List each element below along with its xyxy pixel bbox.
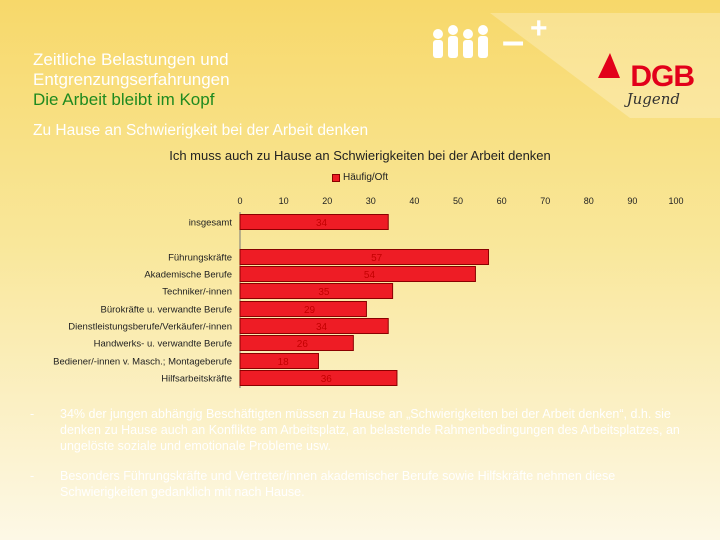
data-label: 26 bbox=[297, 339, 309, 350]
x-tick-label: 60 bbox=[497, 196, 507, 206]
data-label: 54 bbox=[364, 270, 376, 281]
people-icon bbox=[433, 25, 488, 58]
data-label: 29 bbox=[304, 305, 316, 316]
title-line-1: Zeitliche Belastungen und bbox=[33, 50, 229, 69]
bar bbox=[239, 214, 389, 230]
category-label: Bediener/-innen v. Masch.; Montageberufe bbox=[53, 357, 232, 368]
data-label: 34 bbox=[316, 218, 328, 229]
legend-label: Häufig/Oft bbox=[343, 172, 389, 183]
x-tick-label: 50 bbox=[453, 196, 463, 206]
category-label: Führungskräfte bbox=[168, 253, 232, 264]
data-label: 34 bbox=[316, 322, 328, 333]
bullet-text: Besonders Führungskräfte und Vertreter/i… bbox=[60, 469, 616, 499]
x-tick-label: 10 bbox=[279, 196, 289, 206]
logo-text: DGB bbox=[630, 60, 695, 93]
category-label: insgesamt bbox=[189, 218, 233, 229]
legend-swatch bbox=[332, 173, 340, 182]
data-label: 18 bbox=[278, 357, 290, 368]
x-tick-label: 100 bbox=[668, 196, 683, 206]
bar bbox=[239, 370, 398, 386]
category-label: Akademische Berufe bbox=[144, 270, 232, 281]
bullet-text: 34% der jungen abhängig Beschäftigten mü… bbox=[60, 407, 680, 453]
plus-icon: + bbox=[530, 12, 548, 45]
x-tick-label: 30 bbox=[366, 196, 376, 206]
category-label: Techniker/-innen bbox=[162, 287, 232, 298]
bullet-dash: - bbox=[30, 469, 35, 483]
bar-chart: 0 10 20 30 40 50 60 70 80 90 100 insgesamt 34 Führung… bbox=[53, 196, 684, 388]
category-label: Dienstleistungsberufe/Verkäufer/-innen bbox=[68, 322, 232, 333]
logo-subtext: Jugend bbox=[626, 90, 680, 108]
category-label: Hilfsarbeitskräfte bbox=[161, 374, 232, 385]
dgb-jugend-logo: – + DGB Jugend bbox=[420, 8, 720, 118]
x-tick-label: 70 bbox=[540, 196, 550, 206]
bullet-item: - 34% der jungen abhängig Beschäftigten … bbox=[30, 406, 700, 454]
data-label: 35 bbox=[318, 287, 330, 298]
x-tick-label: 20 bbox=[322, 196, 332, 206]
chart-legend: Häufig/Oft bbox=[332, 172, 388, 183]
minus-icon: – bbox=[502, 19, 524, 63]
bar bbox=[239, 249, 490, 265]
dgb-wing-icon bbox=[598, 53, 620, 78]
slide-subtitle: Zu Hause an Schwierigkeit bei der Arbeit… bbox=[33, 122, 369, 139]
bar bbox=[239, 283, 394, 299]
title-line-2: Entgrenzungserfahrungen bbox=[33, 70, 230, 89]
data-label: 36 bbox=[321, 374, 333, 385]
bullet-list: - 34% der jungen abhängig Beschäftigten … bbox=[30, 406, 700, 514]
bar bbox=[239, 353, 319, 369]
bullet-dash: - bbox=[30, 407, 35, 421]
slide-title: Zeitliche Belastungen und Entgrenzungser… bbox=[33, 50, 363, 110]
bullet-item: - Besonders Führungskräfte und Vertreter… bbox=[30, 468, 700, 500]
data-label: 57 bbox=[371, 253, 383, 264]
bar bbox=[239, 301, 367, 317]
bar bbox=[239, 335, 354, 351]
x-tick-label: 0 bbox=[237, 196, 242, 206]
bar bbox=[239, 266, 476, 282]
x-tick-label: 90 bbox=[627, 196, 637, 206]
bar bbox=[239, 318, 389, 334]
logo-graphic: – + bbox=[433, 12, 720, 118]
chart-title: Ich muss auch zu Hause an Schwierigkeite… bbox=[169, 148, 551, 163]
x-tick-label: 40 bbox=[409, 196, 419, 206]
x-tick-label: 80 bbox=[584, 196, 594, 206]
title-line-3: Die Arbeit bleibt im Kopf bbox=[33, 90, 215, 109]
category-label: Bürokräfte u. verwandte Berufe bbox=[101, 305, 233, 316]
category-label: Handwerks- u. verwandte Berufe bbox=[94, 339, 232, 350]
